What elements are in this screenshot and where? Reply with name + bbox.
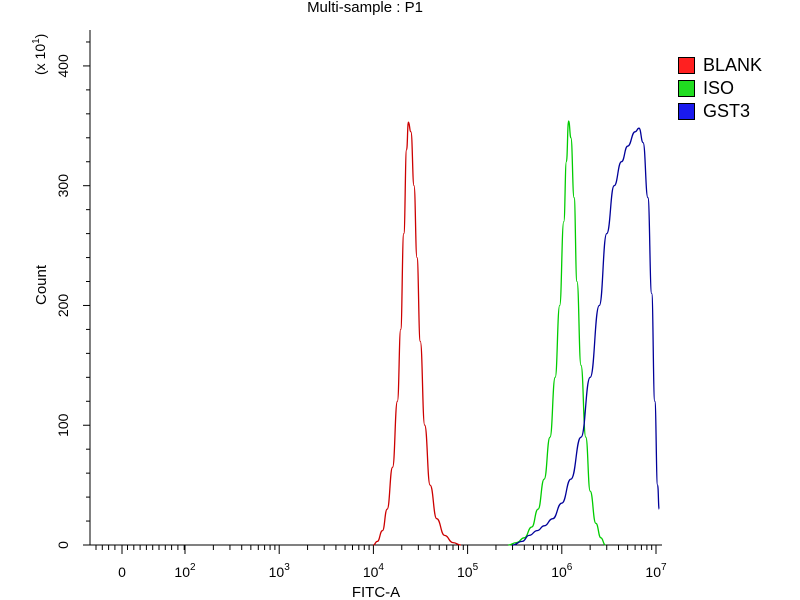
x-tick-label: 0: [118, 564, 126, 580]
plot-frame: [89, 30, 662, 546]
series-line-iso: [508, 120, 606, 546]
y-tick-label: 300: [55, 174, 71, 198]
x-tick-label: 107: [645, 562, 667, 580]
y-axis-label: Count: [33, 264, 50, 305]
x-axis-label: FITC-A: [352, 584, 400, 600]
y-tick-label: 0: [55, 541, 71, 549]
y-tick-label: 200: [55, 294, 71, 318]
legend-swatch-gst3: [678, 103, 695, 120]
x-tick-label: 104: [363, 562, 385, 580]
x-axis-ticks: 0 102 103 104 105 106 107: [95, 545, 667, 580]
legend-item-iso: ISO: [678, 77, 762, 100]
x-tick-label: 103: [269, 562, 291, 580]
y-multiplier-exp: 1: [31, 38, 42, 44]
legend-item-blank: BLANK: [678, 54, 762, 77]
y-multiplier-label: (x 101): [31, 34, 48, 75]
y-tick-label: 400: [55, 54, 71, 78]
legend-item-gst3: GST3: [678, 100, 762, 123]
y-multiplier: (x 101): [31, 34, 48, 75]
series-layer: [373, 120, 660, 546]
y-tick-label: 100: [55, 413, 71, 437]
legend-label-gst3: GST3: [703, 101, 751, 121]
y-multiplier-close: ): [32, 34, 48, 39]
y-axis-ticks: 0 100 200 300 400: [55, 41, 90, 549]
legend-label-blank: BLANK: [703, 55, 763, 75]
x-tick-label: 102: [174, 562, 196, 580]
legend-swatch-blank: [678, 57, 695, 74]
y-multiplier-prefix: (x 10: [32, 44, 48, 75]
series-line-blank: [373, 121, 462, 546]
x-tick-label: 106: [551, 562, 573, 580]
legend: BLANK ISO GST3: [678, 54, 762, 123]
legend-label-iso: ISO: [703, 78, 735, 98]
series-line-gst3: [512, 127, 660, 546]
chart-title: Multi-sample : P1: [307, 0, 423, 16]
legend-swatch-iso: [678, 80, 695, 97]
x-tick-label: 105: [457, 562, 479, 580]
